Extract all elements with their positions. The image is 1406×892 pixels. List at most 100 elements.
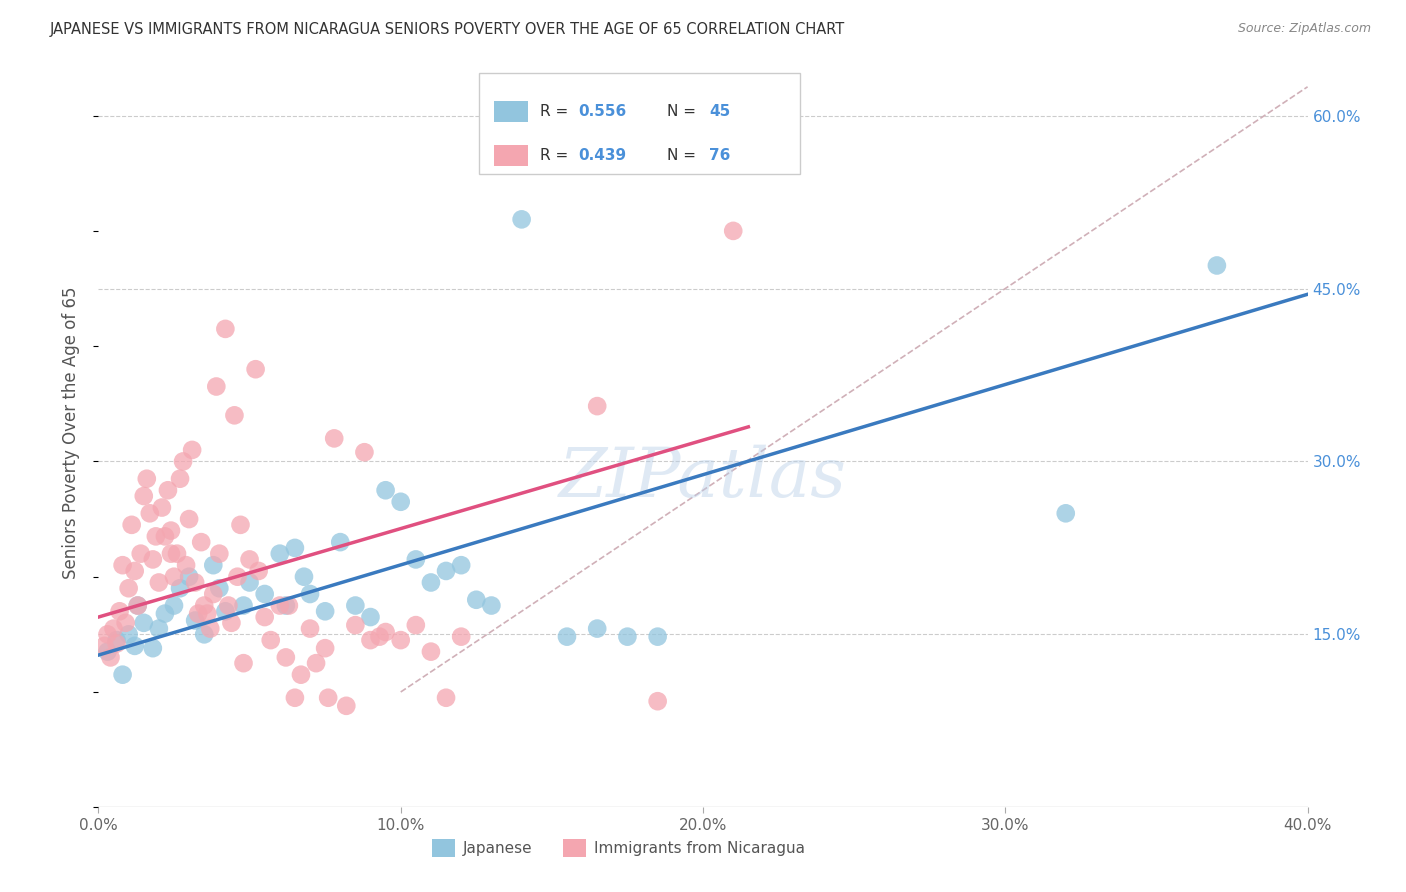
- Point: [368, 630, 391, 644]
- Point: [163, 570, 186, 584]
- Point: [335, 698, 357, 713]
- Point: [169, 581, 191, 595]
- Point: [314, 604, 336, 618]
- Point: [193, 599, 215, 613]
- Point: [344, 599, 367, 613]
- Point: [586, 622, 609, 636]
- Point: [121, 517, 143, 532]
- Point: [127, 599, 149, 613]
- Point: [405, 618, 427, 632]
- Point: [389, 633, 412, 648]
- Point: [103, 622, 125, 636]
- Point: [105, 633, 128, 648]
- Point: [616, 630, 638, 644]
- Text: 0.556: 0.556: [578, 103, 627, 119]
- Point: [253, 610, 276, 624]
- Point: [277, 599, 299, 613]
- Point: [224, 409, 246, 423]
- Point: [405, 552, 427, 566]
- Point: [200, 622, 222, 636]
- Point: [111, 667, 134, 681]
- Point: [274, 650, 297, 665]
- Point: [555, 630, 578, 644]
- Text: N =: N =: [666, 103, 700, 119]
- Text: ZIPatlas: ZIPatlas: [560, 444, 846, 511]
- Point: [214, 322, 236, 336]
- Point: [329, 535, 352, 549]
- Point: [214, 604, 236, 618]
- Point: [260, 633, 283, 648]
- Point: [132, 489, 155, 503]
- Point: [226, 570, 249, 584]
- Point: [434, 690, 457, 705]
- Point: [118, 627, 141, 641]
- Text: 0.439: 0.439: [578, 148, 627, 163]
- Point: [139, 506, 162, 520]
- Point: [465, 592, 488, 607]
- Point: [217, 599, 239, 613]
- Point: [232, 599, 254, 613]
- Point: [129, 547, 152, 561]
- Point: [221, 615, 243, 630]
- Point: [232, 656, 254, 670]
- Point: [132, 615, 155, 630]
- Point: [208, 581, 231, 595]
- Point: [179, 512, 201, 526]
- Point: [229, 517, 252, 532]
- Point: [323, 431, 346, 445]
- Point: [1206, 259, 1229, 273]
- Point: [274, 599, 297, 613]
- Point: [111, 558, 134, 573]
- Point: [93, 639, 115, 653]
- Point: [305, 656, 328, 670]
- Point: [360, 633, 382, 648]
- Text: Source: ZipAtlas.com: Source: ZipAtlas.com: [1237, 22, 1371, 36]
- Y-axis label: Seniors Poverty Over the Age of 65: Seniors Poverty Over the Age of 65: [62, 286, 80, 579]
- Point: [647, 630, 669, 644]
- Point: [142, 552, 165, 566]
- Point: [148, 622, 170, 636]
- Point: [169, 472, 191, 486]
- Text: 45: 45: [709, 103, 730, 119]
- Text: N =: N =: [666, 148, 700, 163]
- Point: [208, 547, 231, 561]
- Point: [284, 690, 307, 705]
- Point: [360, 610, 382, 624]
- Point: [481, 599, 503, 613]
- Point: [127, 599, 149, 613]
- Point: [374, 483, 396, 498]
- Point: [174, 558, 197, 573]
- Point: [586, 399, 609, 413]
- Point: [202, 587, 225, 601]
- Point: [124, 639, 146, 653]
- Point: [100, 650, 122, 665]
- Point: [184, 614, 207, 628]
- Point: [124, 564, 146, 578]
- Point: [163, 599, 186, 613]
- Point: [316, 690, 339, 705]
- Point: [647, 694, 669, 708]
- Point: [344, 618, 367, 632]
- Point: [142, 641, 165, 656]
- Point: [172, 454, 194, 468]
- Point: [299, 622, 322, 636]
- Bar: [494, 101, 527, 122]
- Point: [353, 445, 375, 459]
- Text: 76: 76: [709, 148, 731, 163]
- Point: [160, 547, 183, 561]
- Point: [160, 524, 183, 538]
- Point: [247, 564, 270, 578]
- Point: [153, 607, 176, 621]
- Point: [195, 607, 218, 621]
- Point: [150, 500, 173, 515]
- Point: [184, 575, 207, 590]
- Point: [314, 641, 336, 656]
- Point: [96, 645, 118, 659]
- Point: [145, 529, 167, 543]
- Point: [450, 630, 472, 644]
- Point: [723, 224, 745, 238]
- Point: [1054, 506, 1077, 520]
- Point: [202, 558, 225, 573]
- Text: R =: R =: [540, 148, 572, 163]
- Point: [156, 483, 179, 498]
